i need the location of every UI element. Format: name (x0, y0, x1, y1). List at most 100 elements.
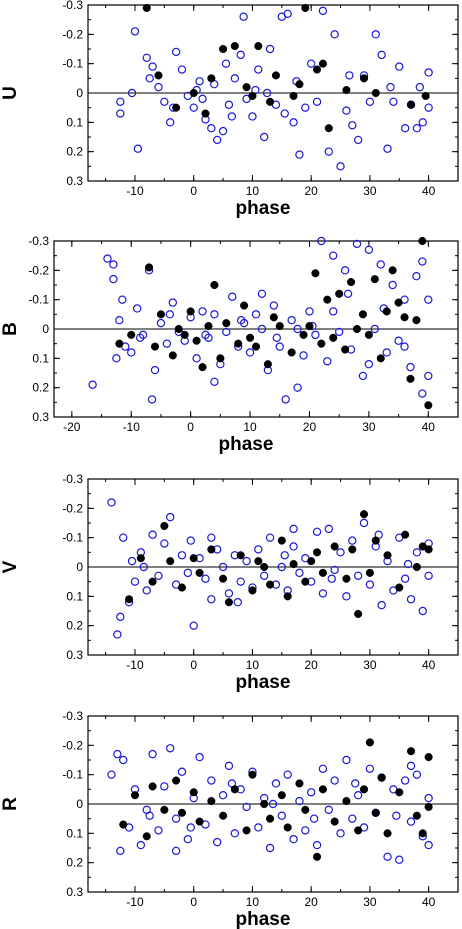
filled-data-point (424, 753, 433, 762)
filled-data-point (177, 583, 187, 592)
y-tick-label: -0.1 (62, 57, 83, 71)
filled-data-point (263, 360, 272, 369)
filled-data-point (242, 826, 251, 835)
open-data-point (376, 260, 385, 269)
filled-data-point (195, 817, 204, 826)
open-data-point (107, 498, 116, 507)
open-data-point (277, 562, 287, 572)
filled-data-point (412, 316, 421, 325)
filled-data-point (406, 374, 415, 383)
open-data-point (254, 65, 263, 74)
open-data-point (400, 776, 410, 785)
panel-b: -0.3 -0.2 -0.1 0 0.1 0.2 0.3 -20 -10 0 10 20 30 40 pha… (0, 234, 459, 455)
x-tick-label: -10 (126, 184, 144, 198)
filled-data-point (156, 310, 165, 319)
filled-data-point (230, 785, 239, 794)
open-data-point (336, 829, 345, 838)
open-data-point (218, 126, 228, 136)
filled-data-point (418, 829, 427, 838)
filled-data-point (406, 747, 416, 756)
filled-data-point (195, 568, 204, 577)
filled-data-point (388, 266, 397, 275)
open-data-point (113, 749, 122, 759)
open-data-point (311, 330, 320, 340)
open-data-point (171, 47, 181, 57)
open-data-point (195, 77, 204, 86)
open-data-point (154, 82, 163, 92)
open-data-point (195, 752, 204, 762)
filled-data-point (301, 577, 310, 586)
open-data-point (224, 100, 234, 109)
open-data-point (130, 27, 140, 36)
filled-data-point (192, 336, 201, 345)
open-data-point (389, 97, 398, 107)
open-data-point (324, 805, 333, 815)
y-tick-label: -0.3 (62, 0, 83, 12)
open-data-point (210, 377, 219, 386)
open-data-point (265, 533, 275, 542)
filled-data-point (277, 791, 286, 800)
filled-data-point (342, 86, 351, 95)
open-data-point (295, 568, 304, 578)
filled-data-point (330, 542, 339, 551)
open-data-point (242, 556, 251, 566)
y-tick-label: -0.2 (62, 27, 83, 41)
filled-data-point (365, 738, 374, 747)
open-data-point (287, 316, 296, 325)
y-tick-label: 0 (76, 86, 83, 100)
y-axis-label: U (0, 86, 21, 100)
open-data-point (142, 586, 151, 595)
open-data-point (400, 574, 410, 583)
open-data-point (228, 292, 237, 301)
open-data-point (171, 846, 181, 856)
open-data-point (424, 571, 433, 581)
filled-data-point (174, 324, 183, 334)
open-data-point (116, 846, 125, 856)
open-data-point (109, 260, 118, 269)
open-data-point (306, 788, 316, 797)
x-tick-label: 30 (362, 420, 376, 434)
open-data-point (254, 545, 263, 554)
open-data-point (218, 562, 228, 572)
y-tick-label: -0.3 (62, 709, 83, 723)
filled-data-point (180, 330, 189, 339)
filled-data-point (207, 74, 216, 83)
filled-data-point (330, 817, 339, 826)
open-data-point (342, 755, 351, 765)
open-data-point (377, 600, 386, 610)
open-data-point (289, 542, 298, 551)
open-data-point (330, 565, 339, 575)
open-data-point (395, 62, 404, 71)
open-data-point (189, 621, 198, 630)
filled-data-point (160, 805, 169, 814)
open-data-point (324, 147, 333, 156)
filled-data-point (230, 42, 239, 51)
open-data-point (171, 814, 181, 823)
open-data-point (113, 630, 122, 639)
open-data-point (118, 295, 127, 304)
open-data-point (424, 68, 433, 77)
open-data-point (160, 539, 169, 548)
open-data-point (324, 524, 333, 534)
filled-data-point (424, 802, 433, 811)
open-data-point (306, 59, 316, 68)
open-data-point (352, 239, 362, 249)
filled-data-point (317, 339, 326, 348)
open-data-point (115, 316, 124, 325)
open-data-point (318, 589, 328, 598)
filled-data-point (376, 354, 385, 363)
filled-data-point (127, 330, 136, 339)
open-data-point (415, 82, 425, 92)
filled-data-point (240, 301, 249, 310)
open-data-point (330, 776, 339, 785)
panel-r: -0.3 -0.2 -0.1 0 0.1 0.2 0.3 -10 0 10 20 30 40 phase R (0, 709, 459, 929)
open-data-point (224, 761, 234, 771)
open-data-point (230, 74, 240, 83)
filled-data-point (371, 88, 380, 98)
filled-data-point (130, 791, 140, 800)
open-data-point (236, 316, 246, 325)
open-data-point (383, 852, 392, 862)
open-data-point (403, 559, 413, 569)
filled-data-point (145, 263, 154, 272)
open-data-point (207, 533, 216, 542)
